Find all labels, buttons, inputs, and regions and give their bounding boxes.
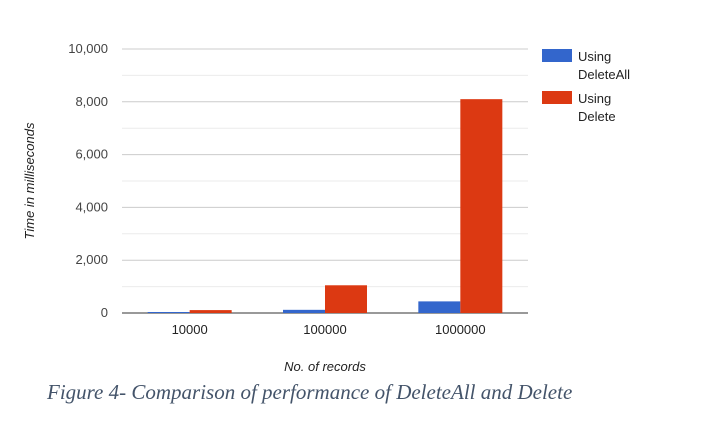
x-tick-label: 100000 (303, 322, 346, 337)
y-tick-label: 6,000 (75, 147, 108, 162)
legend-label: Using (578, 49, 611, 64)
y-tick-label: 0 (101, 305, 108, 320)
legend-swatch (542, 91, 572, 104)
bar (418, 301, 461, 313)
legend-label: DeleteAll (578, 67, 630, 82)
y-axis-ticks: 0 2,000 4,000 6,000 8,000 10,000 (68, 41, 108, 320)
x-tick-label: 1000000 (435, 322, 486, 337)
bar (460, 99, 503, 313)
figure-caption: Figure 4- Comparison of performance of D… (47, 380, 573, 404)
legend-swatch (542, 49, 572, 62)
legend-label: Using (578, 91, 611, 106)
y-axis-label: Time in milliseconds (22, 122, 37, 239)
y-tick-label: 4,000 (75, 199, 108, 214)
y-tick-label: 2,000 (75, 252, 108, 267)
x-tick-label: 10000 (172, 322, 208, 337)
bar (283, 309, 325, 313)
bars (147, 99, 503, 313)
legend-label: Delete (578, 109, 616, 124)
y-tick-label: 10,000 (68, 41, 108, 56)
bar (189, 310, 232, 313)
x-axis-label: No. of records (284, 359, 366, 374)
legend: Using DeleteAll Using Delete (542, 49, 630, 124)
x-axis-ticks: 10000 100000 1000000 (172, 322, 486, 337)
bar (147, 312, 190, 313)
bar (325, 285, 367, 313)
y-tick-label: 8,000 (75, 94, 108, 109)
